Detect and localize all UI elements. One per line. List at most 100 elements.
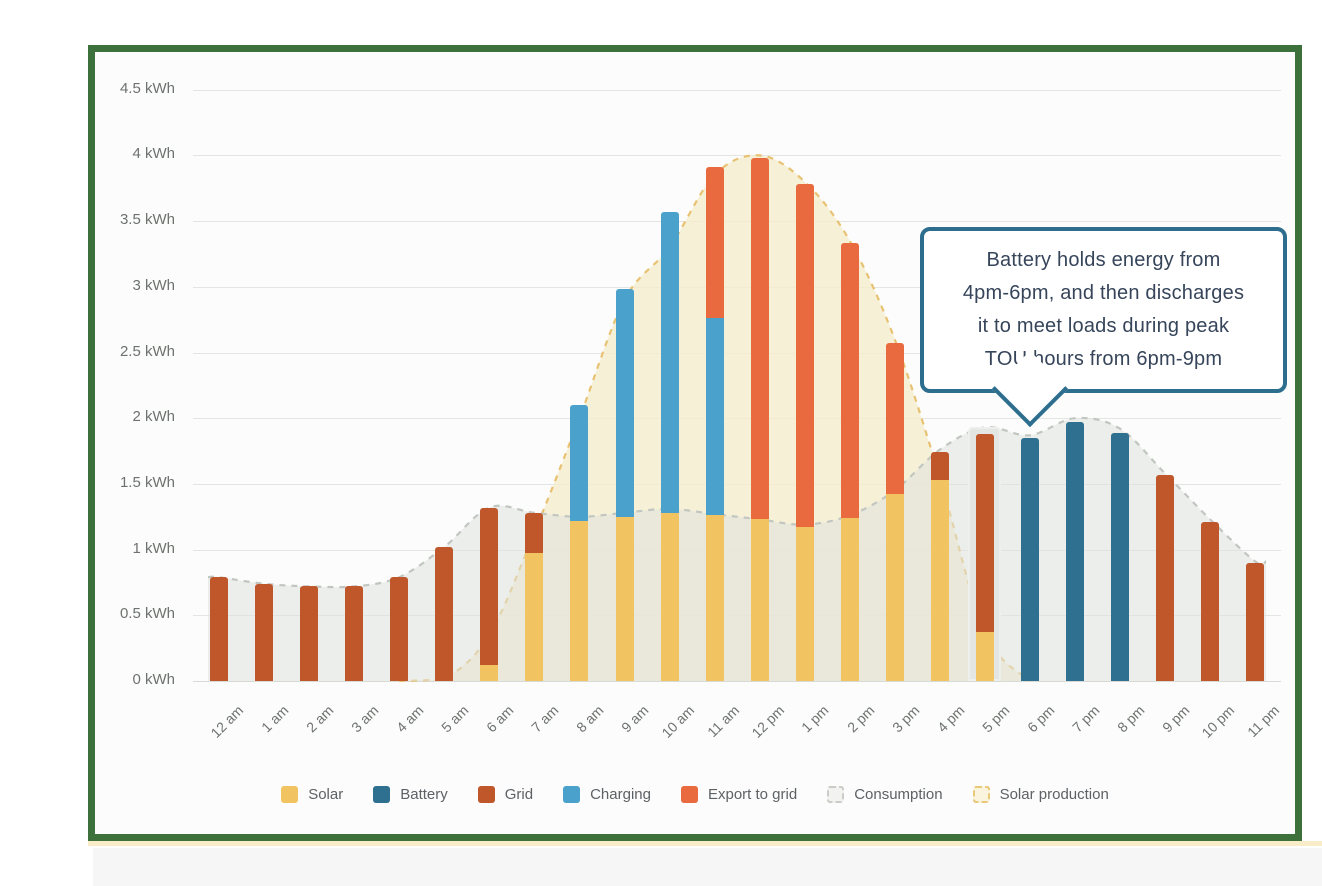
- export-to-grid-segment: [840, 243, 859, 518]
- charging-segment: [570, 405, 589, 521]
- bar-5-pm[interactable]: [975, 434, 994, 681]
- bar-11-pm[interactable]: [1246, 562, 1265, 681]
- y-tick-label: 2 kWh: [132, 408, 175, 426]
- legend-label: Solar: [308, 786, 344, 803]
- bar-12-pm[interactable]: [750, 158, 769, 681]
- bar-12-am[interactable]: [210, 577, 228, 681]
- callout-line: Battery holds energy from: [986, 249, 1221, 271]
- y-tick-label: 2.5 kWh: [119, 342, 175, 360]
- solar-segment: [930, 479, 949, 681]
- grid-segment: [210, 577, 228, 681]
- bar-2-pm[interactable]: [840, 243, 859, 681]
- legend-item-solar-production[interactable]: Solar production: [972, 786, 1109, 803]
- y-tick-label: 3 kWh: [132, 276, 175, 294]
- bar-3-pm[interactable]: [885, 343, 904, 681]
- x-tick-label: 2 am: [303, 702, 337, 736]
- grid-segment: [525, 512, 544, 554]
- gridline-4.5kwh: [193, 89, 1281, 91]
- grid-segment: [1156, 474, 1174, 681]
- x-tick-label: 4 pm: [933, 702, 968, 736]
- legend-item-grid[interactable]: Grid: [477, 786, 534, 803]
- battery-segment: [1020, 437, 1039, 681]
- grid-segment: [390, 577, 409, 681]
- accent-strip: [88, 841, 1322, 846]
- legend-item-battery[interactable]: Battery: [373, 786, 448, 803]
- y-tick-label: 1.5 kWh: [119, 473, 175, 491]
- solar-production-swatch-icon: [972, 786, 990, 803]
- bar-8-pm[interactable]: [1111, 432, 1129, 681]
- legend-item-charging[interactable]: Charging: [563, 786, 651, 803]
- charging-segment: [660, 211, 679, 513]
- bar-5-am[interactable]: [435, 547, 454, 681]
- charging-segment: [705, 318, 724, 516]
- solar-segment: [885, 494, 904, 681]
- solar-swatch-icon: [281, 786, 299, 803]
- x-tick-label: 3 pm: [888, 702, 923, 736]
- bar-10-am[interactable]: [660, 211, 679, 681]
- background-strip: [93, 848, 1322, 886]
- grid-segment: [345, 586, 364, 681]
- solar-segment: [660, 512, 679, 681]
- grid-swatch-icon: [477, 786, 495, 803]
- bar-4-pm[interactable]: [930, 452, 949, 681]
- x-tick-label: 10 pm: [1198, 702, 1238, 741]
- legend: Solar Battery Grid Charging Export to grid Co…: [95, 786, 1295, 803]
- y-tick-label: 0 kWh: [132, 671, 175, 688]
- gridline-4kwh: [193, 155, 1281, 157]
- legend-item-export-to-grid[interactable]: Export to grid: [680, 786, 797, 803]
- solar-segment: [750, 519, 769, 681]
- x-tick-label: 9 am: [618, 702, 652, 736]
- export-to-grid-segment: [885, 343, 904, 495]
- bar-7-pm[interactable]: [1065, 422, 1084, 681]
- bar-2-am[interactable]: [300, 586, 319, 681]
- x-tick-label: 5 pm: [978, 702, 1013, 736]
- export-to-grid-swatch-icon: [680, 786, 698, 803]
- x-tick-label: 6 pm: [1023, 702, 1058, 736]
- legend-label: Grid: [504, 786, 534, 803]
- bar-6-am[interactable]: [480, 507, 499, 681]
- bar-3-am[interactable]: [345, 586, 364, 681]
- y-tick-label: 4.5 kWh: [119, 79, 175, 97]
- bar-10-pm[interactable]: [1201, 522, 1220, 681]
- grid-segment: [435, 547, 454, 681]
- x-tick-label: 5 am: [438, 702, 472, 736]
- x-tick-label: 3 am: [348, 702, 382, 736]
- x-tick-label: 12 pm: [748, 702, 787, 741]
- bar-6-pm[interactable]: [1020, 437, 1039, 681]
- consumption-swatch-icon: [827, 786, 845, 803]
- y-tick-label: 0.5 kWh: [119, 605, 175, 623]
- legend-item-solar[interactable]: Solar: [281, 786, 343, 803]
- bar-1-pm[interactable]: [795, 184, 814, 681]
- bar-8-am[interactable]: [570, 405, 589, 681]
- x-tick-label: 1 am: [257, 702, 292, 736]
- x-tick-label: 11 pm: [1244, 702, 1283, 741]
- solar-segment: [840, 517, 859, 681]
- callout-line: it to meet loads during peak: [977, 315, 1230, 337]
- grid-segment: [255, 583, 274, 681]
- legend-label: Battery: [400, 786, 448, 803]
- export-to-grid-segment: [750, 158, 769, 520]
- solar-segment: [795, 527, 814, 681]
- charging-segment: [615, 289, 634, 517]
- x-tick-label: 7 am: [528, 702, 562, 736]
- battery-segment: [1111, 432, 1129, 681]
- bar-9-am[interactable]: [615, 289, 634, 681]
- x-tick-label: 1 pm: [798, 702, 832, 736]
- bar-11-am[interactable]: [705, 167, 724, 681]
- bar-7-am[interactable]: [525, 512, 544, 681]
- grid-segment: [930, 452, 949, 480]
- y-tick-label: 3.5 kWh: [119, 211, 175, 229]
- solar-segment: [615, 516, 634, 681]
- chart-frame: 4.5 kWh 4 kWh 3.5 kWh 3 kWh 2.5 kWh 2 kWh 1.5 …: [88, 45, 1302, 841]
- grid-segment: [300, 586, 319, 681]
- battery-swatch-icon: [373, 786, 391, 803]
- legend-item-consumption[interactable]: Consumption: [827, 786, 943, 803]
- legend-label: Solar production: [999, 786, 1109, 803]
- export-to-grid-segment: [795, 184, 814, 528]
- bar-1-am[interactable]: [255, 583, 274, 681]
- solar-segment: [975, 632, 994, 681]
- x-tick-label: 12 am: [207, 702, 247, 741]
- bar-9-pm[interactable]: [1156, 474, 1174, 681]
- bar-4-am[interactable]: [390, 577, 409, 681]
- solar-segment: [525, 553, 544, 681]
